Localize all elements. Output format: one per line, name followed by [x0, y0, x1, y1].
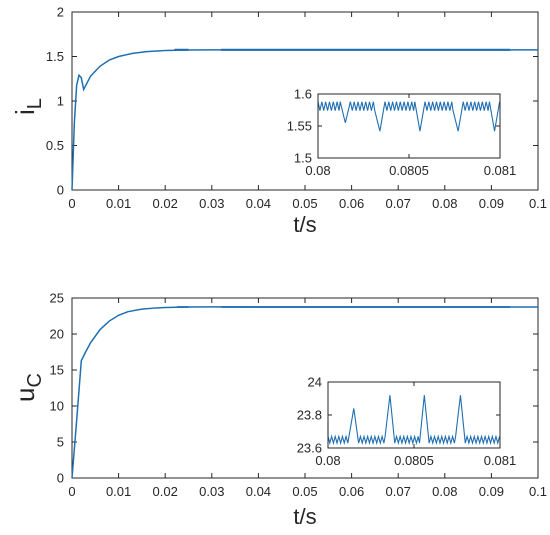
top-x-tick-labels: 0 0.01 0.02 0.03 0.04 0.05 0.06 0.07 0.08 0.09 0.1: [68, 196, 547, 211]
x-tick-label: 0.03: [199, 196, 224, 211]
x-tick-label: 0: [68, 484, 75, 499]
bottom-axes-ticks: [71, 297, 539, 479]
top-y-axis-label-main: i: [10, 109, 40, 115]
top-inset-zoom: 0.08 0.0805 0.081 1.5 1.55 1.6: [287, 87, 517, 179]
inset-x-tick-label: 0.08: [315, 453, 340, 468]
x-tick-label: 0.08: [432, 484, 457, 499]
x-tick-label: 0.1: [529, 484, 547, 499]
bottom-y-axis-label: uC: [10, 373, 46, 402]
top-inset-ticks: [317, 93, 501, 159]
inset-x-tick-label: 0.081: [484, 163, 517, 178]
y-tick-label: 5: [57, 435, 64, 450]
x-tick-label: 0.02: [153, 484, 178, 499]
inset-x-tick-label: 0.08: [305, 163, 330, 178]
y-tick-label: 10: [50, 399, 64, 414]
top-x-axis-label: t/s: [293, 212, 316, 237]
top-inset-background: [318, 94, 500, 158]
top-chart-inductor-current: 0 0.01 0.02 0.03 0.04 0.05 0.06 0.07 0.08 0.09 0.1…: [10, 5, 547, 238]
x-tick-label: 0: [68, 196, 75, 211]
y-tick-label: 1.5: [46, 49, 64, 64]
x-tick-label: 0.04: [246, 196, 271, 211]
top-y-tick-labels: 0 0.5 1 1.5 2: [46, 5, 64, 198]
x-tick-label: 0.08: [432, 196, 457, 211]
inset-y-tick-label: 1.5: [294, 151, 312, 166]
x-tick-label: 0.05: [292, 484, 317, 499]
bottom-inset-zoom: 0.08 0.0805 0.081 23.6 23.8 24: [297, 375, 517, 469]
bottom-x-tick-labels: 0 0.01 0.02 0.03 0.04 0.05 0.06 0.07 0.08 0.09 0.1: [68, 484, 547, 499]
y-tick-label: 20: [50, 327, 64, 342]
y-tick-label: 15: [50, 363, 64, 378]
inset-y-tick-label: 23.8: [297, 408, 322, 423]
x-tick-label: 0.09: [479, 484, 504, 499]
y-tick-label: 0: [57, 183, 64, 198]
bottom-y-tick-labels: 0 5 10 15 20 25: [50, 291, 64, 486]
x-tick-label: 0.09: [479, 196, 504, 211]
inset-x-tick-label: 0.0805: [389, 163, 429, 178]
bottom-inset-series-line: [327, 395, 501, 446]
x-tick-label: 0.02: [153, 196, 178, 211]
top-inset-y-tick-labels: 1.5 1.55 1.6: [287, 87, 312, 166]
bottom-chart-capacitor-voltage: 0 0.01 0.02 0.03 0.04 0.05 0.06 0.07 0.08 0.09 0.1…: [10, 291, 547, 530]
top-inset-series-line: [317, 101, 501, 132]
x-tick-label: 0.03: [199, 484, 224, 499]
top-y-axis-label-subscript: L: [24, 98, 46, 109]
x-tick-label: 0.04: [246, 484, 271, 499]
x-tick-label: 0.01: [106, 196, 131, 211]
y-tick-label: 1: [57, 94, 64, 109]
ripple-segment: [176, 306, 189, 308]
bottom-y-axis-label-subscript: C: [24, 373, 46, 387]
inset-y-tick-label: 1.6: [294, 87, 312, 102]
bottom-inset-y-tick-labels: 23.6 23.8 24: [297, 375, 322, 456]
top-inset-x-tick-labels: 0.08 0.0805 0.081: [305, 163, 516, 178]
bottom-x-axis-label: t/s: [293, 504, 316, 529]
x-tick-label: 0.07: [386, 484, 411, 499]
x-tick-label: 0.06: [339, 196, 364, 211]
inset-x-tick-label: 0.0805: [394, 453, 434, 468]
y-tick-label: 0.5: [46, 138, 64, 153]
top-y-axis-label: iL: [10, 98, 46, 115]
inset-y-tick-label: 1.55: [287, 119, 312, 134]
x-tick-label: 0.05: [292, 196, 317, 211]
x-tick-label: 0.06: [339, 484, 364, 499]
x-tick-label: 0.07: [386, 196, 411, 211]
inset-x-tick-label: 0.081: [484, 453, 517, 468]
x-tick-label: 0.01: [106, 484, 131, 499]
y-tick-label: 0: [57, 471, 64, 486]
ripple-segment: [221, 306, 511, 308]
y-tick-label: 25: [50, 291, 64, 306]
x-tick-label: 0.1: [529, 196, 547, 211]
ripple-segment: [221, 48, 511, 51]
inset-y-tick-label: 24: [308, 375, 322, 390]
top-steady-ripple-band: [174, 48, 511, 51]
bottom-steady-ripple-band: [176, 306, 511, 308]
bottom-y-axis-label-main: u: [10, 388, 40, 402]
bottom-inset-ticks: [327, 381, 501, 449]
ripple-segment: [174, 48, 189, 51]
y-tick-label: 2: [57, 5, 64, 20]
bottom-inset-x-tick-labels: 0.08 0.0805 0.081: [315, 453, 516, 468]
inset-y-tick-label: 23.6: [297, 441, 322, 456]
top-axes-ticks: [71, 11, 539, 191]
